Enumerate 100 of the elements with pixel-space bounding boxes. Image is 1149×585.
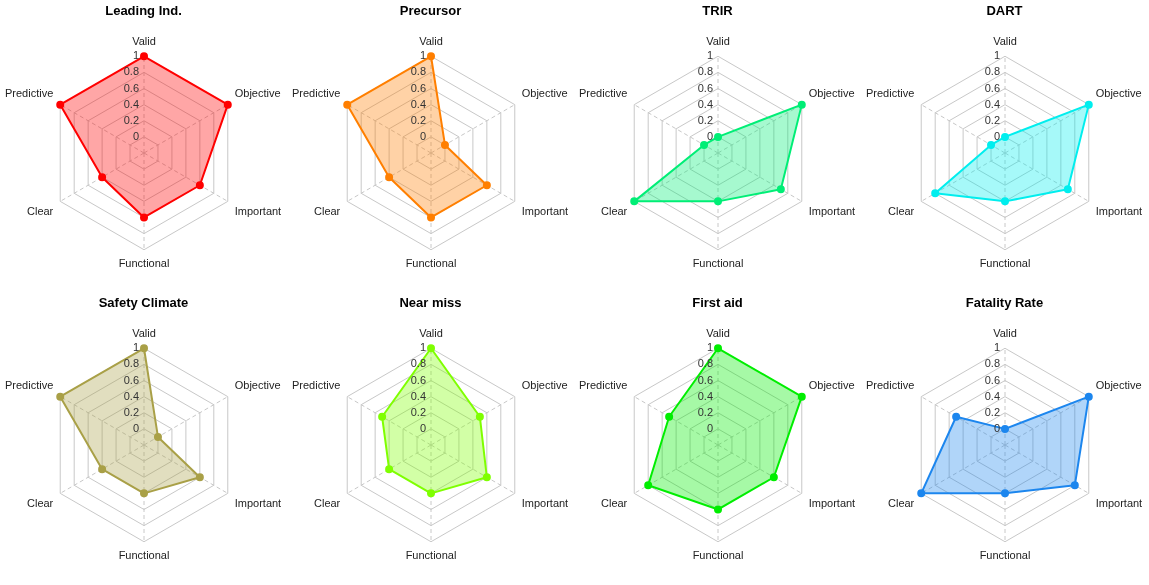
y-tick-label: 0.2 — [123, 405, 139, 418]
y-tick-label: 0.4 — [123, 97, 139, 110]
y-tick-label: 1 — [706, 49, 713, 62]
spoke-label: Functional — [118, 257, 170, 270]
spoke-label: Objective — [234, 379, 281, 392]
spoke-label: Important — [1095, 205, 1143, 217]
y-tick-label: 0.6 — [410, 81, 426, 94]
spoke-label: Predictive — [292, 379, 341, 392]
chart-title: DART — [986, 3, 1023, 19]
spoke-label: Predictive — [866, 379, 915, 392]
spoke-label: Functional — [692, 257, 744, 270]
chart-title: Near miss — [399, 295, 462, 311]
spoke-label: Important — [1095, 497, 1143, 509]
y-tick-label: 0.8 — [984, 65, 1000, 78]
y-tick-label: 0.8 — [984, 357, 1000, 370]
spoke-label: Predictive — [292, 87, 341, 100]
spoke-label: Predictive — [5, 379, 54, 392]
spoke-label: Clear — [27, 497, 54, 509]
y-tick-label: 0 — [706, 129, 713, 142]
y-tick-label: 1 — [419, 341, 426, 354]
spoke-label: Valid — [706, 34, 730, 47]
spoke-label: Important — [808, 497, 856, 509]
spoke-label: Clear — [888, 497, 915, 509]
chart-title: TRIR — [702, 3, 734, 19]
y-tick-label: 0.6 — [410, 373, 426, 386]
y-tick-label: 0.4 — [984, 97, 1000, 110]
spoke-label: Objective — [1095, 87, 1142, 100]
y-tick-label: 0.4 — [697, 97, 713, 110]
y-tick-label: 1 — [993, 341, 1000, 354]
spoke-label: Clear — [27, 205, 54, 217]
chart-title: Leading Ind. — [105, 3, 182, 19]
spoke-label: Objective — [521, 379, 568, 392]
spoke-label: Clear — [601, 497, 628, 509]
y-tick-label: 0.6 — [984, 81, 1000, 94]
spoke-label: Objective — [808, 87, 855, 100]
spoke-label: Functional — [118, 549, 170, 562]
spoke-label: Clear — [314, 205, 341, 217]
spoke-label: Functional — [979, 549, 1031, 562]
y-tick-label: 0.2 — [410, 405, 426, 418]
y-tick-label: 1 — [132, 49, 139, 62]
y-tick-label: 0.2 — [123, 113, 139, 126]
y-tick-label: 0.2 — [697, 113, 713, 126]
spoke-label: Valid — [132, 326, 156, 339]
y-tick-label: 0.4 — [123, 389, 139, 402]
y-tick-label: 0.2 — [697, 405, 713, 418]
spoke-label: Objective — [234, 87, 281, 100]
chart-title: Precursor — [399, 3, 462, 19]
y-tick-label: 0 — [993, 129, 1000, 142]
y-tick-label: 1 — [132, 341, 139, 354]
y-tick-label: 0 — [132, 129, 139, 142]
chart-title: Safety Climate — [98, 295, 189, 311]
y-tick-label: 1 — [706, 341, 713, 354]
y-tick-label: 0.4 — [984, 389, 1000, 402]
y-tick-label: 0.6 — [697, 373, 713, 386]
y-tick-label: 0.4 — [410, 97, 426, 110]
spoke-label: Functional — [692, 549, 744, 562]
y-tick-label: 0.6 — [984, 373, 1000, 386]
y-tick-label: 0 — [419, 129, 426, 142]
spoke-label: Predictive — [579, 87, 628, 100]
spoke-label: Important — [808, 205, 856, 217]
y-tick-label: 0.4 — [697, 389, 713, 402]
chart-title: First aid — [692, 295, 743, 311]
spoke-label: Objective — [521, 87, 568, 100]
spoke-label: Valid — [706, 326, 730, 339]
spoke-label: Objective — [808, 379, 855, 392]
spoke-label: Predictive — [579, 379, 628, 392]
y-tick-label: 0.2 — [410, 113, 426, 126]
spoke-label: Valid — [993, 34, 1017, 47]
y-tick-label: 0.8 — [410, 65, 426, 78]
y-tick-label: 0.6 — [123, 81, 139, 94]
spoke-label: Important — [521, 497, 569, 509]
spoke-label: Clear — [314, 497, 341, 509]
y-tick-label: 0.6 — [123, 373, 139, 386]
spoke-label: Predictive — [866, 87, 915, 100]
spoke-label: Valid — [419, 326, 443, 339]
spoke-label: Important — [234, 497, 282, 509]
y-tick-label: 0.2 — [984, 113, 1000, 126]
spoke-label: Clear — [888, 205, 915, 217]
spoke-label: Functional — [405, 257, 457, 270]
y-tick-label: 0.8 — [123, 65, 139, 78]
y-tick-label: 0.8 — [697, 65, 713, 78]
spoke-label: Valid — [419, 34, 443, 47]
y-tick-label: 0.8 — [123, 357, 139, 370]
spoke-label: Important — [521, 205, 569, 217]
y-tick-label: 0 — [419, 421, 426, 434]
spoke-label: Functional — [979, 257, 1031, 270]
spoke-label: Predictive — [5, 87, 54, 100]
y-tick-label: 0.4 — [410, 389, 426, 402]
spoke-label: Objective — [1095, 379, 1142, 392]
y-tick-label: 1 — [993, 49, 1000, 62]
chart-title: Fatality Rate — [965, 295, 1044, 311]
spoke-label: Clear — [601, 205, 628, 217]
y-tick-label: 1 — [419, 49, 426, 62]
y-tick-label: 0.2 — [984, 405, 1000, 418]
spoke-label: Valid — [993, 326, 1017, 339]
y-tick-label: 0 — [706, 421, 713, 434]
spoke-label: Valid — [132, 34, 156, 47]
spoke-label: Functional — [405, 549, 457, 562]
y-tick-label: 0 — [132, 421, 139, 434]
spoke-label: Important — [234, 205, 282, 217]
